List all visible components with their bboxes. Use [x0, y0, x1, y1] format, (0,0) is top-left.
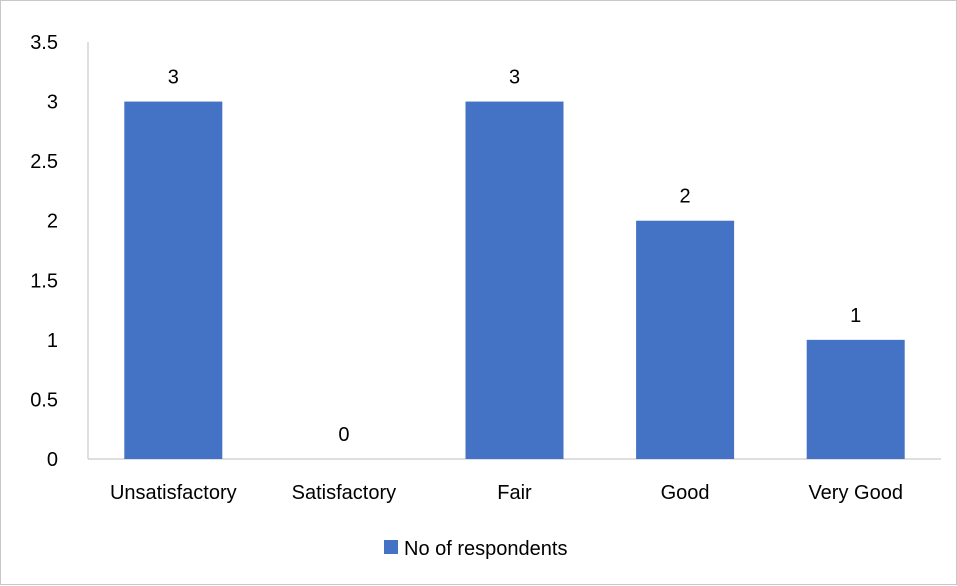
data-label: 3 — [168, 67, 179, 89]
data-label: 3 — [509, 67, 520, 89]
bar-unsatisfactory — [124, 101, 223, 460]
y-tick-label: 1.5 — [30, 270, 58, 292]
y-tick-label: 2.5 — [30, 151, 58, 173]
bar-fair — [465, 101, 564, 460]
y-tick-label: 2 — [47, 211, 58, 233]
y-tick-label: 1 — [47, 330, 58, 352]
legend-label: No of respondents — [404, 538, 567, 560]
x-tick-label: Satisfactory — [292, 482, 396, 504]
y-tick-label: 3.5 — [30, 32, 58, 54]
x-tick-label: Fair — [497, 482, 532, 504]
x-axis: Unsatisfactory Satisfactory Fair Good Very G… — [88, 458, 941, 504]
y-tick-label: 0 — [47, 449, 58, 471]
x-tick-label: Good — [661, 482, 710, 504]
x-tick-label: Very Good — [808, 482, 903, 504]
bars — [124, 101, 905, 460]
data-label: 0 — [338, 424, 349, 446]
data-label: 1 — [850, 305, 861, 327]
x-tick-label: Unsatisfactory — [110, 482, 237, 504]
data-labels: 3 0 3 2 1 — [168, 67, 862, 446]
y-tick-label: 3 — [47, 92, 58, 114]
y-tick-label: 0.5 — [30, 389, 58, 411]
bar-good — [636, 220, 735, 459]
legend-swatch — [384, 540, 398, 554]
bar-very-good — [806, 339, 905, 459]
data-label: 2 — [680, 186, 691, 208]
y-axis: 0 0.5 1 1.5 2 2.5 3 3.5 — [30, 32, 89, 471]
legend: No of respondents — [384, 538, 567, 560]
